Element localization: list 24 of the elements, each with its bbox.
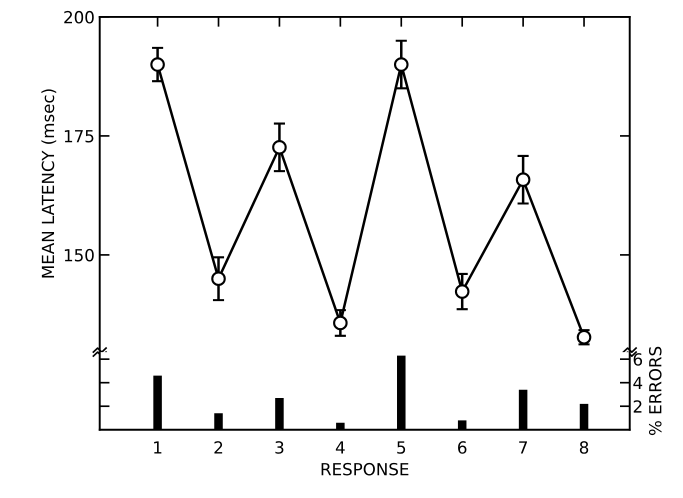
x-tick-label: 5: [397, 441, 406, 454]
x-tick-label: 7: [519, 441, 527, 454]
x-tick-label: 3: [275, 441, 284, 454]
y-tick-label: 200: [64, 10, 94, 24]
y2-tick-label: 4: [633, 376, 642, 390]
point: [454, 284, 470, 299]
y2-axis-title: % ERRORS: [648, 346, 662, 436]
x-tick-label: 6: [458, 441, 466, 454]
point: [272, 140, 287, 155]
point: [394, 57, 409, 72]
point: [516, 172, 530, 187]
point: [150, 57, 165, 72]
y-tick-label: 150: [64, 248, 94, 262]
point: [333, 316, 348, 330]
x-tick-label: 1: [154, 441, 162, 454]
y-tick-label: 175: [64, 130, 94, 142]
x-axis-title: RESPONSE: [322, 462, 408, 476]
x-tick-label: 2: [214, 441, 222, 454]
x-tick-label: 8: [580, 441, 588, 454]
y2-tick-label: 6: [634, 353, 642, 366]
y-axis-title: MEAN LATENCY (msec): [41, 89, 56, 278]
y2-tick-label: 2: [634, 400, 642, 413]
point: [211, 271, 226, 286]
x-tick-label: 4: [336, 441, 345, 454]
